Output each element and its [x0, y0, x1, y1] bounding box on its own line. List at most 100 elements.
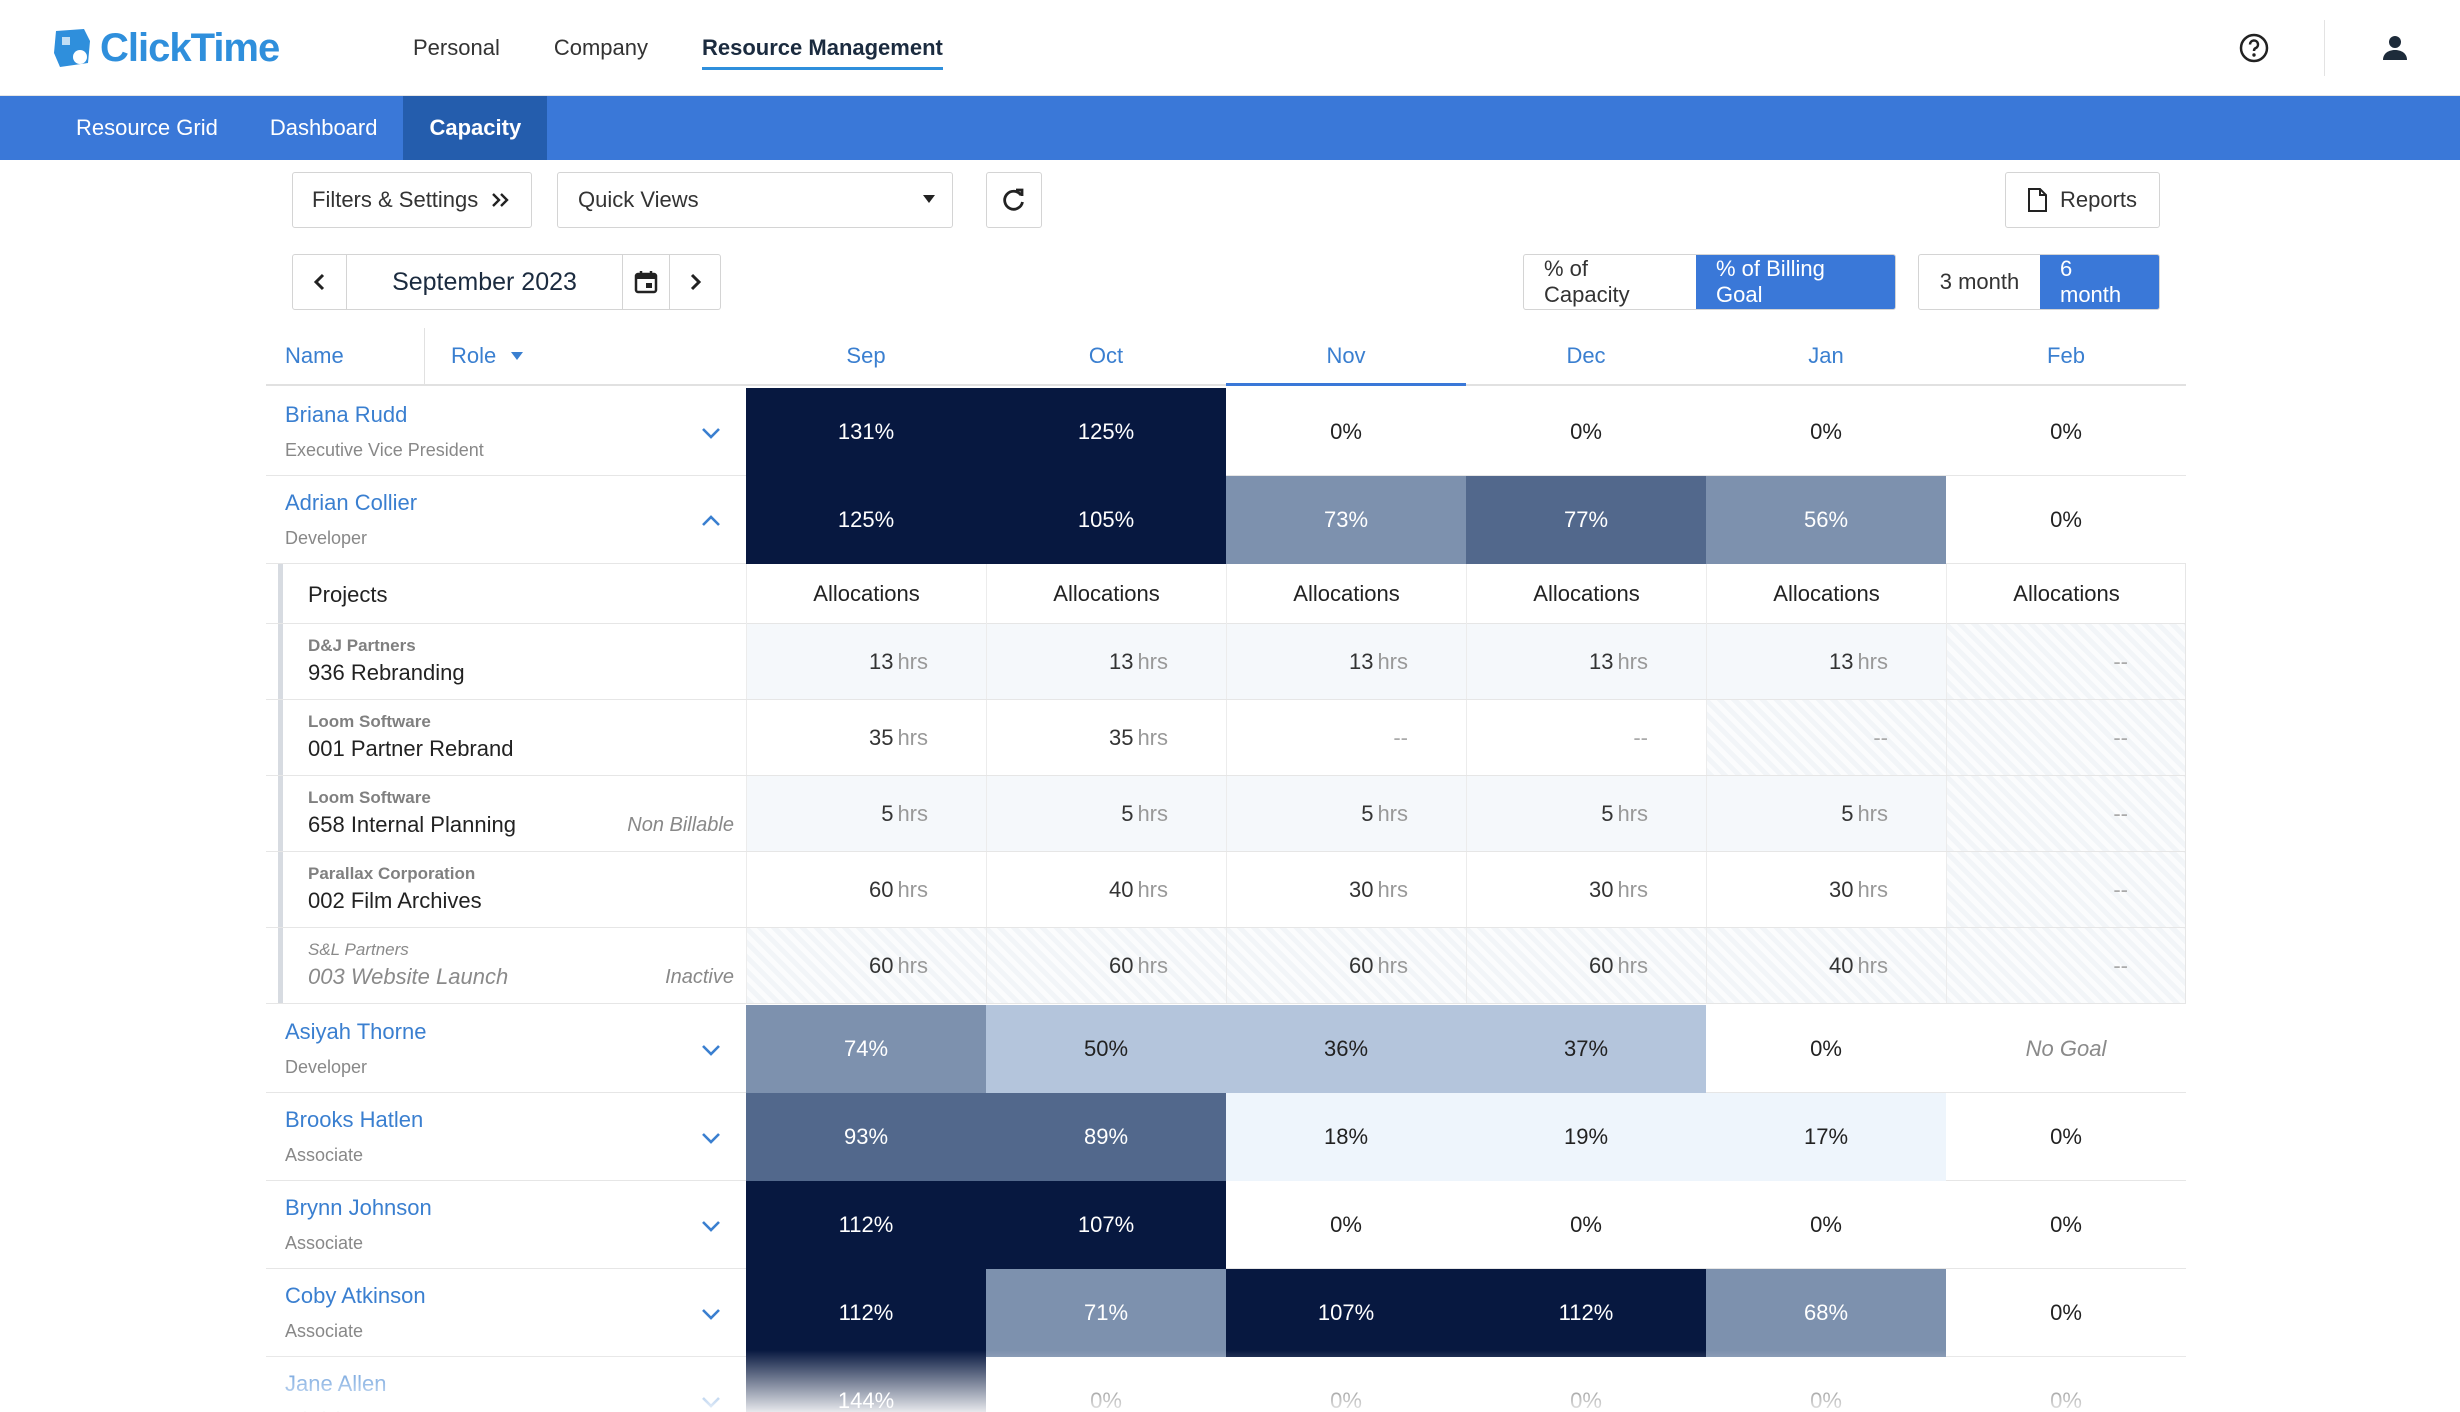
tab-dashboard[interactable]: Dashboard: [269, 115, 378, 140]
allocation-cell[interactable]: 30 hrs: [1226, 852, 1466, 927]
allocation-cell[interactable]: 60 hrs: [746, 928, 986, 1003]
month-header-jan[interactable]: Jan: [1808, 343, 1844, 368]
capacity-cell[interactable]: 112%: [746, 1269, 986, 1357]
allocation-cell[interactable]: 13 hrs: [1226, 624, 1466, 699]
allocation-cell[interactable]: 40 hrs: [1706, 928, 1946, 1003]
capacity-cell[interactable]: 17%: [1706, 1093, 1946, 1181]
capacity-cell[interactable]: 0%: [1810, 1036, 1842, 1061]
project-name[interactable]: 003 Website Launch: [308, 964, 509, 989]
capacity-cell[interactable]: 125%: [746, 476, 986, 564]
filters-settings-button[interactable]: Filters & Settings: [292, 172, 532, 228]
capacity-cell[interactable]: 36%: [1226, 1005, 1466, 1093]
allocation-cell[interactable]: --: [1946, 852, 2186, 927]
month-header-sep[interactable]: Sep: [846, 343, 886, 368]
allocation-cell[interactable]: 30 hrs: [1706, 852, 1946, 927]
project-name[interactable]: 001 Partner Rebrand: [308, 736, 514, 761]
capacity-cell[interactable]: 0%: [2050, 507, 2082, 532]
capacity-cell[interactable]: 0%: [2050, 419, 2082, 444]
capacity-cell[interactable]: 0%: [1810, 419, 1842, 444]
allocation-cell[interactable]: 30 hrs: [1466, 852, 1706, 927]
allocation-cell[interactable]: --: [1946, 700, 2186, 775]
allocation-cell[interactable]: --: [1706, 700, 1946, 775]
allocation-cell[interactable]: 60 hrs: [986, 928, 1226, 1003]
allocation-cell[interactable]: 5 hrs: [1466, 776, 1706, 851]
expand-button[interactable]: [694, 416, 728, 450]
allocation-cell[interactable]: --: [1466, 700, 1706, 775]
nav-company[interactable]: Company: [553, 35, 648, 60]
allocation-cell[interactable]: --: [1946, 928, 2186, 1003]
project-name[interactable]: 658 Internal Planning: [308, 812, 516, 837]
column-role-header[interactable]: Role: [451, 328, 524, 384]
capacity-cell[interactable]: 0%: [1570, 1212, 1602, 1237]
refresh-button[interactable]: [986, 172, 1042, 228]
expand-button[interactable]: [694, 1033, 728, 1067]
expand-button[interactable]: [694, 1121, 728, 1155]
allocation-cell[interactable]: 13 hrs: [1466, 624, 1706, 699]
capacity-cell[interactable]: 125%: [986, 388, 1226, 476]
allocation-cell[interactable]: 60 hrs: [1466, 928, 1706, 1003]
capacity-cell[interactable]: 0%: [2050, 1300, 2082, 1325]
view-percent-capacity[interactable]: % of Capacity: [1544, 256, 1630, 307]
allocation-cell[interactable]: 5 hrs: [1226, 776, 1466, 851]
allocation-cell[interactable]: --: [1946, 776, 2186, 851]
capacity-cell[interactable]: 131%: [746, 388, 986, 476]
allocation-cell[interactable]: 35 hrs: [986, 700, 1226, 775]
capacity-cell[interactable]: 0%: [2050, 1212, 2082, 1237]
month-header-nov[interactable]: Nov: [1326, 343, 1366, 368]
capacity-cell[interactable]: 93%: [746, 1093, 986, 1181]
capacity-cell[interactable]: 112%: [746, 1181, 986, 1269]
expand-button[interactable]: [694, 1209, 728, 1243]
person-name[interactable]: Coby Atkinson: [285, 1283, 426, 1308]
capacity-cell[interactable]: 18%: [1226, 1093, 1466, 1181]
nav-personal[interactable]: Personal: [413, 35, 500, 60]
column-name-header[interactable]: Name: [285, 343, 344, 368]
month-header-feb[interactable]: Feb: [2047, 343, 2085, 368]
allocation-cell[interactable]: 13 hrs: [986, 624, 1226, 699]
capacity-cell[interactable]: 77%: [1466, 476, 1706, 564]
allocation-cell[interactable]: 40 hrs: [986, 852, 1226, 927]
allocation-cell[interactable]: --: [1226, 700, 1466, 775]
calendar-button[interactable]: [622, 255, 670, 309]
view-percent-billing-goal[interactable]: % of Billing Goal: [1696, 255, 1895, 309]
capacity-cell[interactable]: 0%: [1330, 419, 1362, 444]
allocation-cell[interactable]: 5 hrs: [986, 776, 1226, 851]
allocation-cell[interactable]: 13 hrs: [1706, 624, 1946, 699]
person-name[interactable]: Adrian Collier: [285, 490, 418, 515]
project-name[interactable]: 002 Film Archives: [308, 888, 482, 913]
capacity-cell[interactable]: 37%: [1466, 1005, 1706, 1093]
capacity-cell[interactable]: 105%: [986, 476, 1226, 564]
project-name[interactable]: 936 Rebranding: [308, 660, 465, 685]
capacity-cell[interactable]: 0%: [1810, 1212, 1842, 1237]
capacity-cell[interactable]: 19%: [1466, 1093, 1706, 1181]
next-month-button[interactable]: [670, 255, 720, 309]
capacity-cell[interactable]: 74%: [746, 1005, 986, 1093]
allocation-cell[interactable]: 5 hrs: [1706, 776, 1946, 851]
person-name[interactable]: Asiyah Thorne: [285, 1019, 427, 1044]
capacity-cell[interactable]: 50%: [986, 1005, 1226, 1093]
allocation-cell[interactable]: 13 hrs: [746, 624, 986, 699]
collapse-button[interactable]: [694, 504, 728, 538]
capacity-cell[interactable]: 0%: [1570, 419, 1602, 444]
capacity-cell[interactable]: 112%: [1466, 1269, 1706, 1357]
allocation-cell[interactable]: 5 hrs: [746, 776, 986, 851]
person-name[interactable]: Brooks Hatlen: [285, 1107, 424, 1132]
range-6-month[interactable]: 6 month: [2040, 255, 2159, 309]
nav-resource-management[interactable]: Resource Management: [702, 0, 943, 96]
person-name[interactable]: Briana Rudd: [285, 402, 408, 427]
person-name[interactable]: Brynn Johnson: [285, 1195, 432, 1220]
help-button[interactable]: [2209, 0, 2299, 96]
capacity-cell[interactable]: 0%: [2050, 1124, 2082, 1149]
capacity-cell[interactable]: 73%: [1226, 476, 1466, 564]
capacity-cell[interactable]: 68%: [1706, 1269, 1946, 1357]
prev-month-button[interactable]: [293, 255, 347, 309]
capacity-cell[interactable]: 89%: [986, 1093, 1226, 1181]
period-label[interactable]: September 2023: [392, 267, 577, 296]
month-header-dec[interactable]: Dec: [1566, 343, 1606, 368]
user-button[interactable]: [2350, 0, 2440, 96]
capacity-cell[interactable]: 71%: [986, 1269, 1226, 1357]
capacity-cell[interactable]: 0%: [1330, 1212, 1362, 1237]
range-3-month[interactable]: 3 month: [1939, 269, 2020, 294]
allocation-cell[interactable]: 60 hrs: [746, 852, 986, 927]
capacity-cell[interactable]: 56%: [1706, 476, 1946, 564]
capacity-cell[interactable]: No Goal: [2025, 1036, 2107, 1061]
